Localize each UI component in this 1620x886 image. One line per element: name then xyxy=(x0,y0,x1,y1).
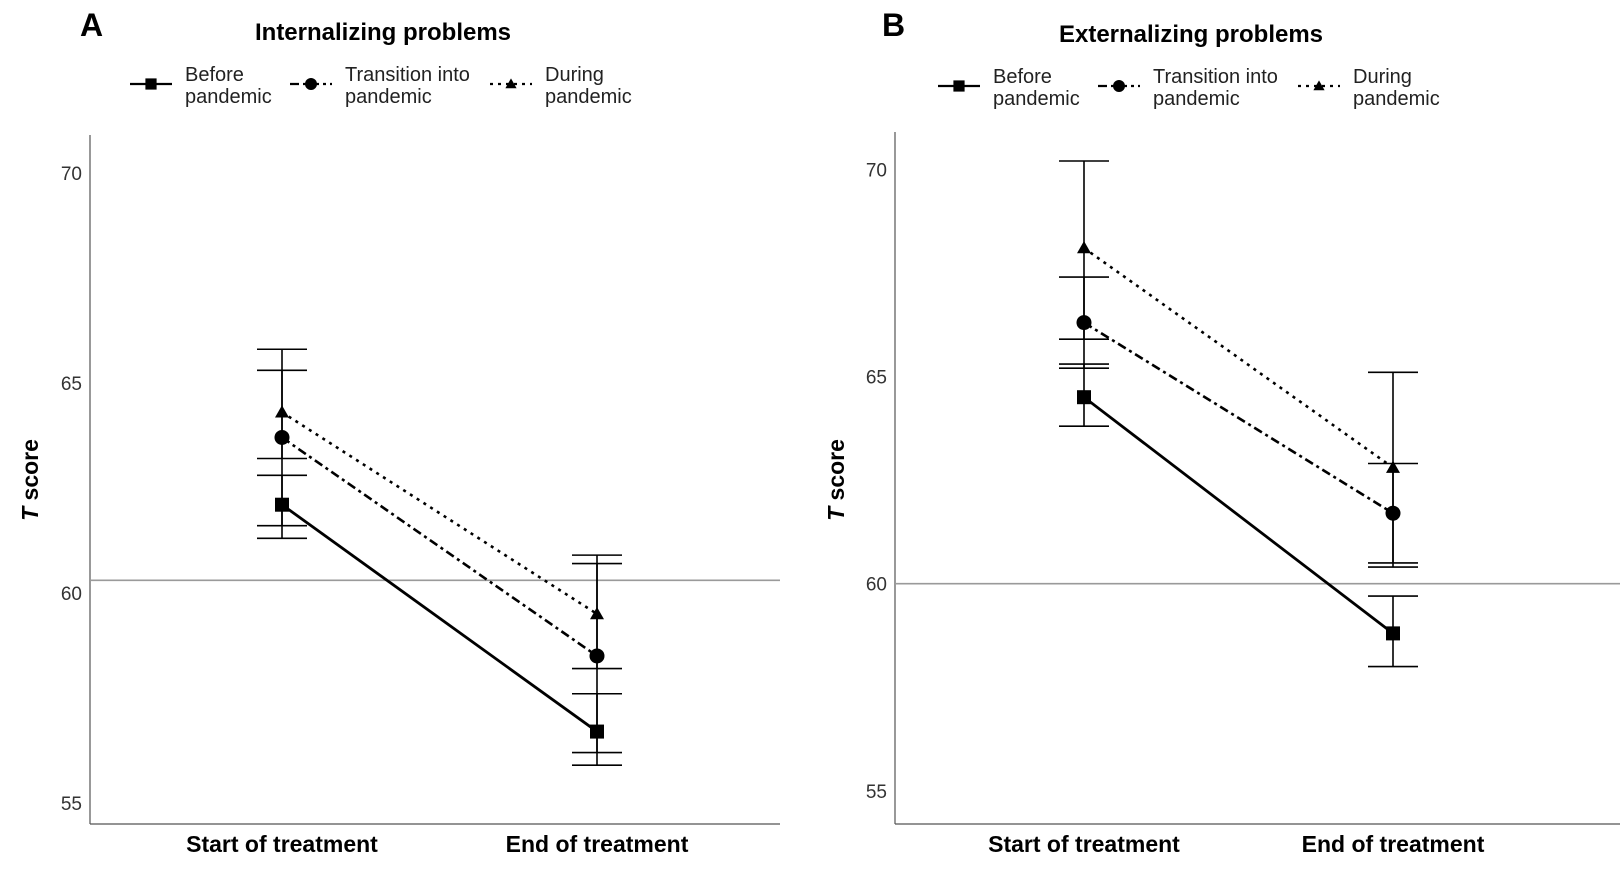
x-category-label: End of treatment xyxy=(506,831,689,857)
data-point-circle xyxy=(1076,315,1092,331)
x-category-label: Start of treatment xyxy=(988,831,1180,857)
legend-label: Transition into xyxy=(345,64,470,86)
data-point-circle xyxy=(1385,505,1401,521)
legend-label: pandemic xyxy=(1353,88,1440,110)
legend-label: pandemic xyxy=(185,86,272,108)
legend-marker-square xyxy=(145,78,157,90)
y-axis-label: T score xyxy=(823,439,849,521)
legend-marker-circle xyxy=(1113,80,1125,92)
y-axis-label-rest: score xyxy=(823,439,849,507)
chart-title: Externalizing problems xyxy=(1059,21,1323,48)
x-category-label: Start of treatment xyxy=(186,831,378,857)
y-tick-label: 65 xyxy=(866,367,887,388)
data-point-circle xyxy=(274,429,290,445)
series-line-square xyxy=(1083,396,1394,635)
legend-marker-square xyxy=(953,80,965,92)
legend-label: During xyxy=(545,64,604,86)
series-line-circle xyxy=(281,436,598,658)
legend-marker-circle xyxy=(305,78,317,90)
y-axis-label-rest: score xyxy=(17,439,43,507)
y-tick-label: 55 xyxy=(866,782,887,803)
chart-panel-b: B Externalizing problemsBeforepandemicTra… xyxy=(823,7,1620,857)
legend-label: pandemic xyxy=(345,86,432,108)
panel-letter: A xyxy=(80,7,103,43)
series-line-triangle xyxy=(281,411,598,616)
y-tick-label: 60 xyxy=(866,575,887,596)
data-point-triangle xyxy=(590,606,604,620)
y-tick-label: 70 xyxy=(61,164,82,185)
legend-label: Before xyxy=(993,66,1052,88)
data-point-square xyxy=(590,724,604,739)
series-line-square xyxy=(281,503,598,733)
x-category-label: End of treatment xyxy=(1302,831,1485,857)
data-point-triangle xyxy=(1386,460,1400,473)
y-tick-label: 60 xyxy=(61,584,82,605)
panel-letter: B xyxy=(882,7,905,43)
series-line-circle xyxy=(1083,321,1394,515)
y-axis-label-italic: T xyxy=(823,505,849,521)
legend-label: During xyxy=(1353,66,1412,88)
legend-label: pandemic xyxy=(1153,88,1240,110)
chart-panel-a: A Internalizing problemsBeforepandemicTra… xyxy=(17,7,780,857)
y-tick-label: 70 xyxy=(866,160,887,181)
y-tick-label: 55 xyxy=(61,794,82,815)
legend-label: pandemic xyxy=(545,86,632,108)
data-point-square xyxy=(1077,390,1091,405)
y-axis-label: T score xyxy=(17,439,43,521)
legend-label: pandemic xyxy=(993,88,1080,110)
series-line-triangle xyxy=(1083,246,1394,469)
legend-label: Before xyxy=(185,64,244,86)
y-tick-label: 65 xyxy=(61,374,82,395)
legend-label: Transition into xyxy=(1153,66,1278,88)
chart-title: Internalizing problems xyxy=(255,19,511,46)
data-point-circle xyxy=(589,648,605,664)
legend-marker-triangle xyxy=(1313,80,1325,91)
data-point-triangle xyxy=(1077,241,1091,254)
legend-marker-triangle xyxy=(505,78,517,89)
y-axis-label-italic: T xyxy=(17,505,43,521)
data-point-square xyxy=(1386,626,1400,641)
data-point-square xyxy=(275,497,289,512)
data-point-triangle xyxy=(275,405,289,418)
